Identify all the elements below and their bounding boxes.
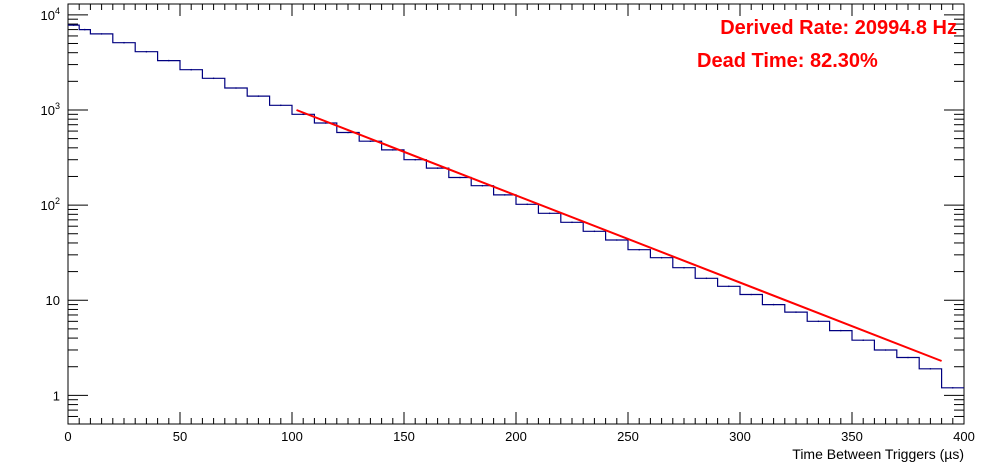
- y-tick-label: 10: [46, 293, 60, 308]
- histogram-bin: [929, 368, 932, 370]
- annotation-dead-time: Dead Time: 82.30%: [697, 50, 878, 72]
- y-tick-exponent: 2: [55, 196, 60, 206]
- x-tick-label: 250: [617, 429, 639, 444]
- x-tick-label: 50: [173, 429, 187, 444]
- x-tick-label: 350: [841, 429, 863, 444]
- histogram-bin: [369, 140, 372, 142]
- histogram-bin: [72, 24, 75, 26]
- histogram-bin: [750, 293, 752, 296]
- histogram-bin: [392, 149, 394, 151]
- y-tick-label: 103: [41, 101, 60, 118]
- histogram-bin: [504, 194, 506, 196]
- x-tick-label: 0: [64, 429, 71, 444]
- histogram-bin: [84, 28, 86, 31]
- y-tick-exponent: 4: [55, 6, 60, 16]
- histogram-bin: [481, 184, 484, 187]
- histogram-bin: [302, 113, 305, 116]
- y-tick-label: 1: [53, 388, 60, 403]
- x-tick-label: 200: [505, 429, 527, 444]
- histogram-bin: [347, 131, 349, 134]
- x-tick-label: 300: [729, 429, 751, 444]
- histogram-bin: [705, 277, 708, 280]
- x-tick-label: 150: [393, 429, 415, 444]
- histogram-bin: [459, 176, 461, 179]
- histogram-bin: [795, 311, 797, 313]
- histogram-bin: [235, 87, 237, 89]
- y-tick-label: 104: [41, 6, 60, 23]
- plot-frame: [67, 3, 965, 425]
- histogram-bin: [571, 221, 573, 224]
- x-axis: 0 50 100 150 200 250 300 350 400: [64, 4, 975, 444]
- histogram-bin: [683, 266, 685, 269]
- histogram-bin: [660, 256, 663, 259]
- y-tick-exponent: 3: [55, 101, 60, 111]
- histogram-bin: [817, 320, 820, 323]
- histogram-bin: [414, 158, 417, 161]
- histogram-bin: [280, 104, 282, 107]
- histogram-bin: [145, 50, 148, 53]
- annotation-derived-rate: Derived Rate: 20994.8 Hz: [720, 17, 957, 39]
- histogram-bin: [728, 285, 730, 288]
- x-tick-label: 400: [953, 429, 975, 444]
- histogram-bin: [212, 77, 215, 80]
- histogram-bin: [526, 203, 528, 206]
- histogram-bin: [638, 248, 640, 251]
- histogram-bin: [257, 95, 260, 97]
- y-tick-label: 102: [41, 196, 60, 213]
- histogram-bin: [190, 68, 192, 71]
- histogram-bin: [100, 33, 103, 35]
- histogram-bin: [593, 230, 596, 233]
- histogram-bin: [548, 212, 551, 215]
- histogram-bin: [907, 356, 909, 359]
- x-axis-title: Time Between Triggers (µs): [792, 446, 964, 462]
- histogram-bin: [123, 41, 125, 44]
- histogram-bin: [324, 122, 327, 124]
- histogram-bin: [616, 239, 618, 241]
- histogram-bin: [840, 329, 842, 332]
- histogram-bin: [168, 59, 170, 62]
- histogram-bin: [772, 303, 775, 306]
- histogram-bin: [952, 387, 954, 389]
- x-tick-label: 100: [281, 429, 303, 444]
- histogram-bin: [436, 167, 439, 169]
- histogram-bin: [862, 339, 864, 342]
- fit-line: [296, 109, 942, 362]
- series-layer: [68, 24, 964, 389]
- histogram-bin: [884, 349, 887, 351]
